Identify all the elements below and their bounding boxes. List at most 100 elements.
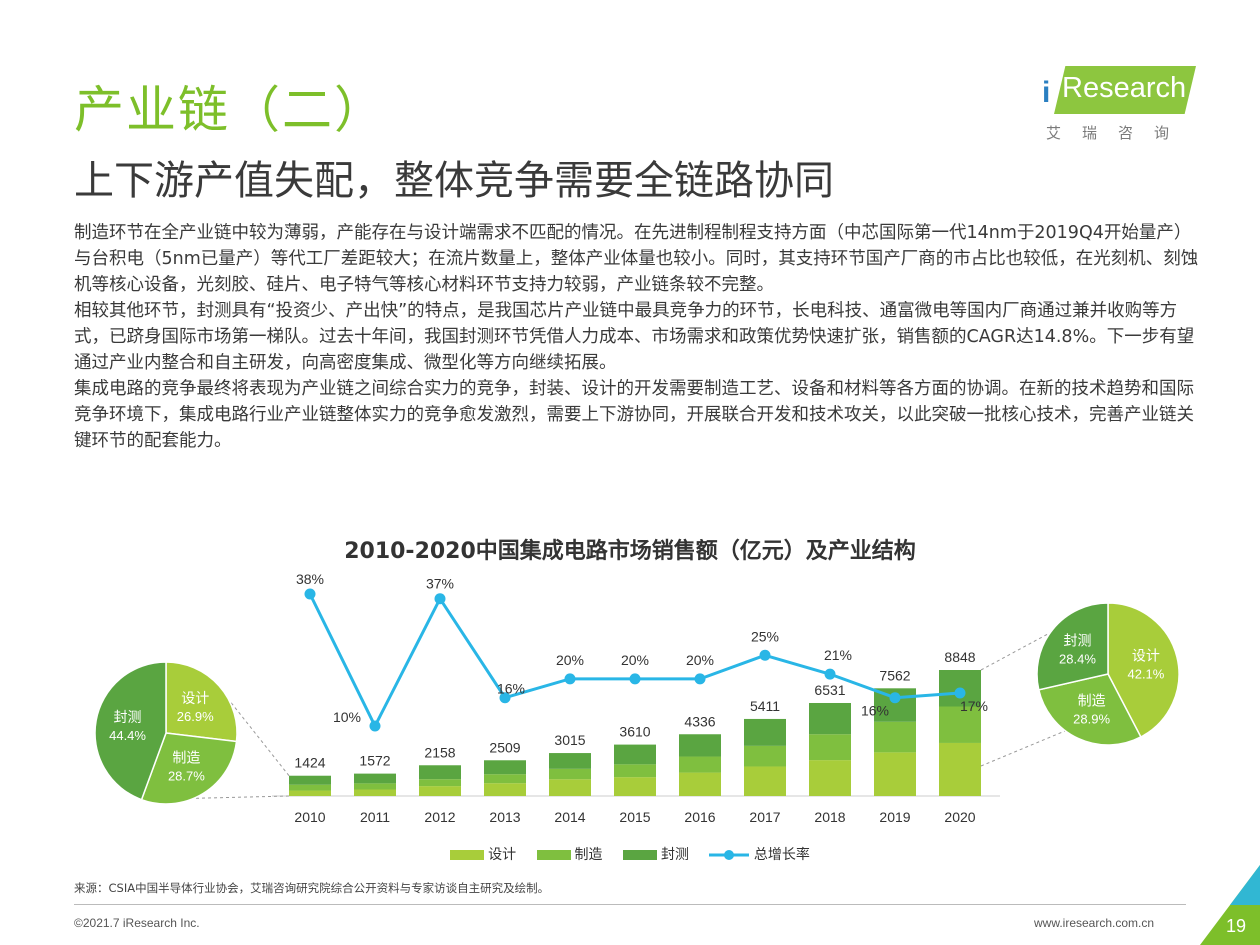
sales-chart: 1424 2010 1572 2011 2158 2012 2509 2013 3015 2014… — [94, 571, 1180, 825]
page-number: 19 — [1225, 916, 1246, 936]
bar-design-2016 — [679, 772, 721, 796]
bar-packaging-2017 — [744, 718, 786, 746]
pie-label-name-manufacturing-2010: 制造 — [172, 750, 200, 766]
pie-connector-bottom-2020 — [980, 730, 1066, 767]
page-subtitle: 上下游产值失配，整体竞争需要全链路协同 — [74, 158, 834, 204]
growth-label-2018: 21% — [824, 647, 852, 663]
bar-manufacturing-2015 — [614, 764, 656, 778]
page-title: 产业链（二） — [74, 81, 386, 139]
paragraph-packaging: 相较其他环节，封测具有“投资少、产出快”的特点，是我国芯片产业链中最具竞争力的环… — [74, 301, 1195, 373]
bar-manufacturing-2019 — [874, 721, 916, 753]
x-tick-2019: 2019 — [879, 809, 910, 825]
pie-slice-design-2010 — [165, 661, 238, 743]
pie-connector-top-2010 — [220, 690, 290, 777]
x-tick-2010: 2010 — [294, 809, 325, 825]
bar-manufacturing-2017 — [744, 745, 786, 767]
bar-design-2014 — [549, 779, 591, 796]
pie-connector-top-2020 — [980, 630, 1053, 671]
logo-i: i — [1042, 76, 1051, 109]
growth-point-2019 — [889, 692, 901, 704]
legend-item-packaging: 封测 — [623, 844, 689, 864]
growth-label-2014: 20% — [556, 652, 584, 668]
copyright: ©2021.7 iResearch Inc. — [74, 916, 200, 930]
logo-badge — [1054, 66, 1196, 114]
paragraph-competition: 集成电路的竞争最终将表现为产业链之间综合实力的竞争，封装、设计的开发需要制造工艺… — [74, 379, 1194, 451]
growth-label-2020: 17% — [960, 698, 988, 714]
pie-connector-bottom-2010 — [194, 795, 290, 799]
growth-point-2018 — [824, 668, 836, 680]
bar-design-2013 — [484, 783, 526, 796]
total-label-2010: 1424 — [294, 755, 325, 771]
footer-divider — [74, 904, 1186, 905]
legend-item-design: 设计 — [450, 844, 516, 864]
bar-design-2019 — [874, 752, 916, 796]
bar-manufacturing-2013 — [484, 774, 526, 784]
pie-label-name-packaging-2010: 封测 — [114, 710, 142, 726]
x-tick-2011: 2011 — [360, 809, 390, 825]
growth-label-2011: 10% — [333, 709, 361, 725]
pie-slice-packaging-2010 — [94, 661, 167, 801]
total-label-2013: 2509 — [489, 739, 520, 755]
paragraph-manufacturing: 制造环节在全产业链中较为薄弱，产能存在与设计端需求不匹配的情况。在先进制程制程支… — [74, 223, 1199, 295]
x-tick-2018: 2018 — [814, 809, 845, 825]
bar-packaging-2013 — [484, 760, 526, 775]
chart-title: 2010-2020中国集成电路市场销售额（亿元）及产业结构 — [344, 539, 916, 564]
total-label-2015: 3610 — [619, 724, 650, 740]
pie-label-value-packaging-2010: 44.4% — [109, 728, 146, 743]
iresearch-logo: i Research 艾瑞咨询 — [1040, 66, 1200, 146]
x-tick-2014: 2014 — [554, 809, 585, 825]
growth-point-2010 — [304, 588, 316, 600]
x-tick-2016: 2016 — [684, 809, 715, 825]
bar-design-2018 — [809, 760, 851, 796]
bar-packaging-2018 — [809, 702, 851, 735]
pie-label-name-design-2010: 设计 — [181, 691, 209, 707]
pie-label-value-packaging-2020: 28.4% — [1059, 652, 1096, 667]
source-note: 来源：CSIA中国半导体行业协会，艾瑞咨询研究院综合公开资料与专家访谈自主研究及… — [74, 881, 550, 895]
logo-text: Research — [1062, 72, 1187, 104]
growth-label-2013: 16% — [497, 681, 525, 697]
chart-legend: 设计 制造 封测 总增长率 — [0, 844, 1260, 864]
bar-manufacturing-2020 — [939, 706, 981, 743]
total-label-2019: 7562 — [879, 667, 910, 683]
growth-point-2016 — [694, 673, 706, 685]
bar-packaging-2014 — [549, 753, 591, 769]
legend-line-icon — [709, 850, 750, 860]
pie-label-value-manufacturing-2010: 28.7% — [168, 768, 205, 783]
pie-label-value-design-2020: 42.1% — [1127, 667, 1164, 682]
growth-point-2013 — [499, 692, 511, 704]
bar-manufacturing-2018 — [809, 734, 851, 761]
bar-packaging-2012 — [419, 765, 461, 780]
total-label-2012: 2158 — [424, 744, 455, 760]
body-text: 制造环节在全产业链中较为薄弱，产能存在与设计端需求不匹配的情况。在先进制程制程支… — [74, 220, 1204, 454]
growth-point-2017 — [759, 649, 771, 661]
bar-design-2020 — [939, 742, 981, 796]
bar-manufacturing-2016 — [679, 756, 721, 773]
total-label-2018: 6531 — [814, 682, 845, 698]
bar-design-2017 — [744, 766, 786, 796]
growth-label-2010: 38% — [296, 571, 324, 587]
growth-point-2012 — [434, 593, 446, 605]
bar-design-2012 — [419, 786, 461, 796]
bar-packaging-2011 — [354, 773, 396, 784]
growth-point-2015 — [629, 673, 641, 685]
growth-label-2012: 37% — [426, 576, 454, 592]
bar-manufacturing-2011 — [354, 783, 396, 790]
pie-slice-packaging-2020 — [1036, 602, 1109, 691]
x-tick-2015: 2015 — [619, 809, 650, 825]
growth-label-2017: 25% — [751, 628, 779, 644]
total-label-2017: 5411 — [750, 698, 780, 714]
growth-point-2014 — [564, 673, 576, 685]
pie-label-name-manufacturing-2020: 制造 — [1078, 693, 1106, 709]
growth-point-2011 — [369, 720, 381, 732]
pie-slice-design-2020 — [1107, 602, 1180, 738]
total-label-2014: 3015 — [554, 732, 585, 748]
bar-packaging-2016 — [679, 734, 721, 757]
total-label-2020: 8848 — [944, 649, 975, 665]
website-link[interactable]: www.iresearch.com.cn — [1034, 916, 1155, 930]
bar-packaging-2015 — [614, 744, 656, 765]
bar-design-2010 — [289, 790, 331, 796]
total-label-2016: 4336 — [684, 713, 715, 729]
total-label-2011: 1572 — [359, 753, 390, 769]
pie-label-name-design-2020: 设计 — [1132, 649, 1160, 665]
growth-point-2020 — [954, 687, 966, 699]
